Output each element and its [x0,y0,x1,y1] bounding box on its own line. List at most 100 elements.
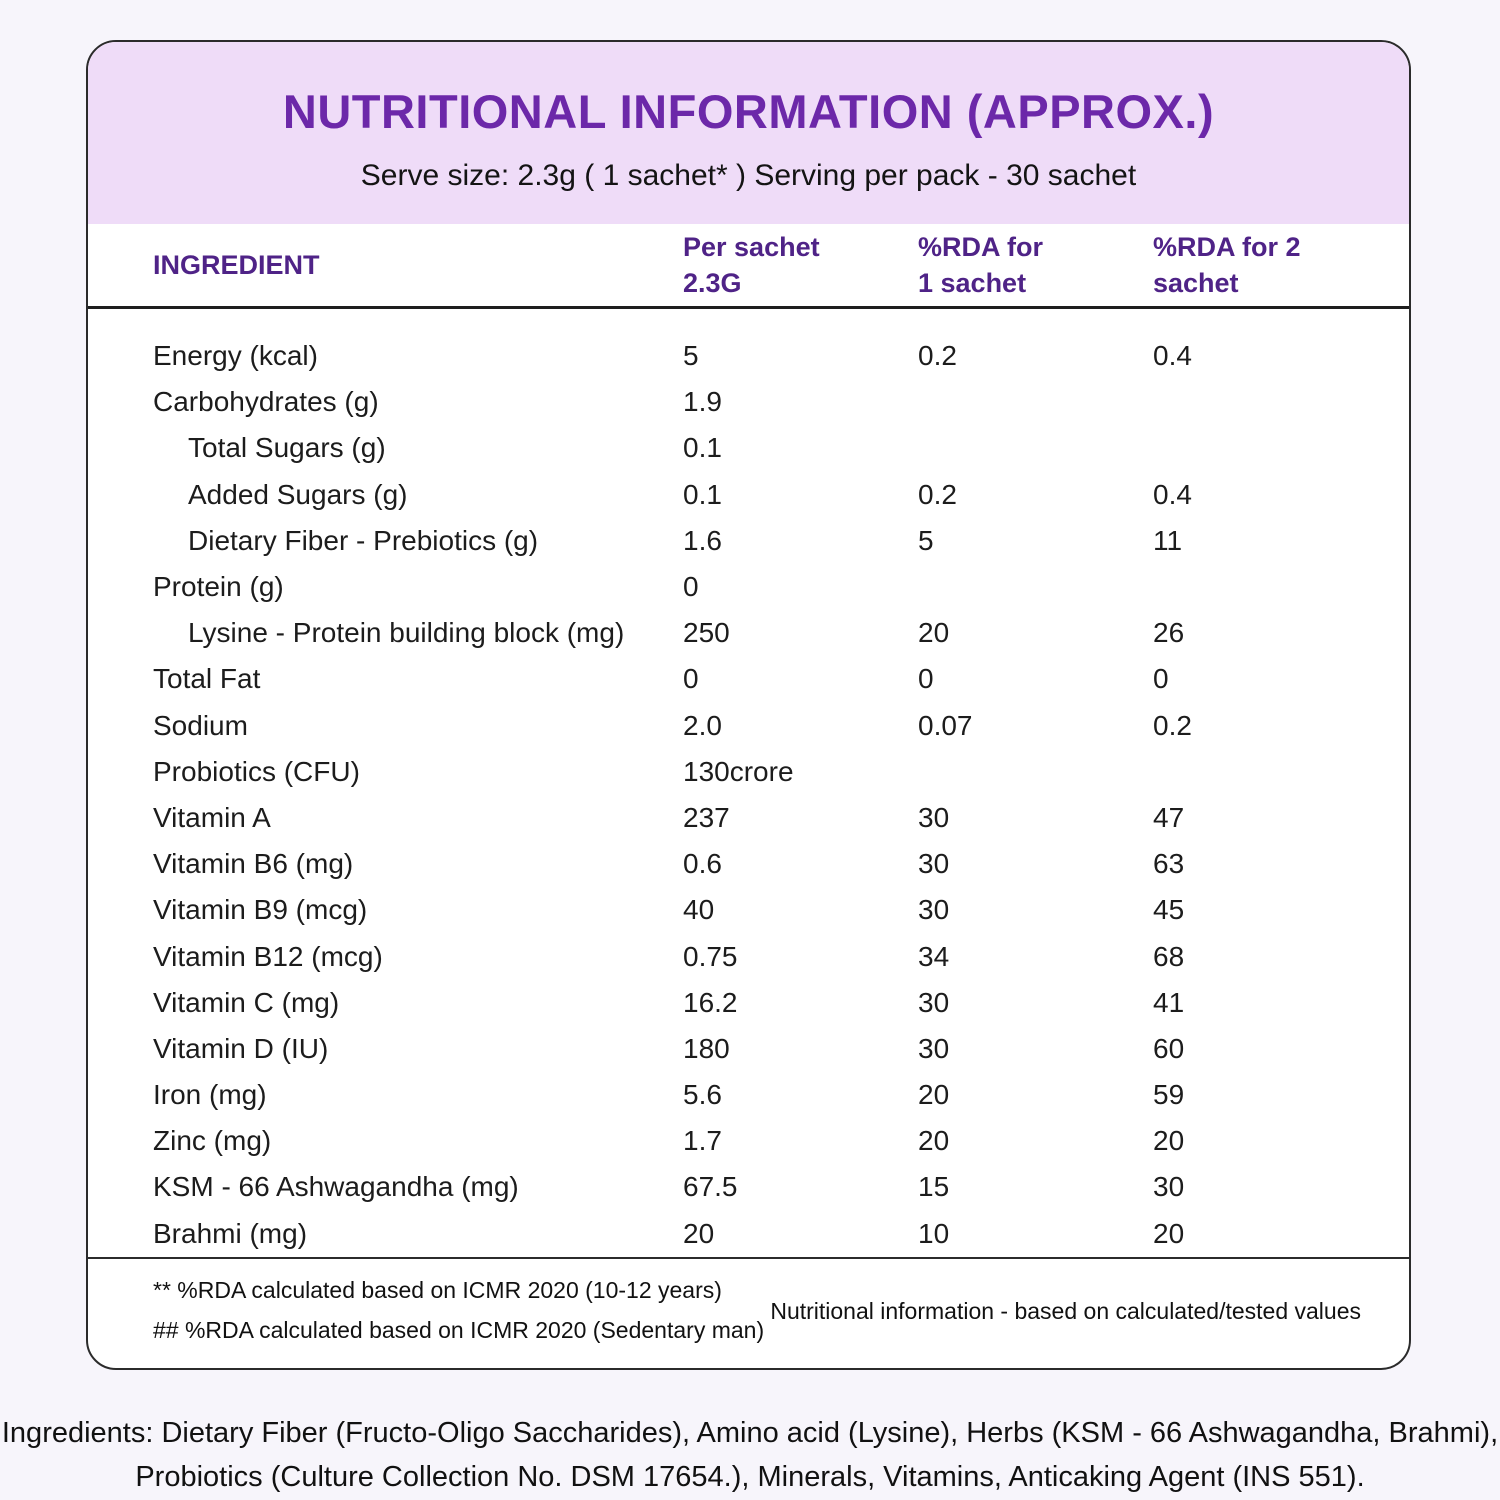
value-per-sachet: 250 [683,617,730,649]
value-rda-2-sachet: 0.2 [1153,709,1192,741]
value-rda-1-sachet: 34 [918,940,950,972]
value-per-sachet: 1.6 [683,524,722,556]
value-per-sachet: 0.6 [683,848,722,880]
serving-size-info: Serve size: 2.3g ( 1 sachet* ) Serving p… [360,158,1137,192]
value-rda-1-sachet: 10 [918,1217,950,1249]
rda-footnotes: ** %RDA calculated based on ICMR 2020 (1… [153,1270,764,1351]
table-row: Lysine - Protein building block (mg) 250 2… [88,610,1409,656]
value-per-sachet: 67.5 [683,1171,738,1203]
nutrition-facts-card: NUTRITIONAL INFORMATION (APPROX.) Serve … [86,40,1411,1370]
value-rda-2-sachet: 41 [1153,986,1185,1018]
column-header-ingredient: INGREDIENT [153,249,320,280]
value-per-sachet: 5.6 [683,1079,722,1111]
ingredient-name: Energy (kcal) [153,340,318,372]
value-rda-2-sachet: 20 [1153,1125,1185,1157]
table-row: Vitamin B9 (mcg) 40 30 45 [88,887,1409,933]
ingredient-name: Vitamin C (mg) [153,986,340,1018]
table-row: Iron (mg) 5.6 20 59 [88,1072,1409,1118]
nutrition-table-body: Energy (kcal) 5 0.2 0.4 Carbohydrates (g) 1.9… [88,309,1409,1257]
rda-footnote-1: ** %RDA calculated based on ICMR 2020 (1… [153,1276,722,1303]
ingredient-name: Brahmi (mg) [153,1217,308,1249]
value-rda-2-sachet: 30 [1153,1171,1185,1203]
table-row: Vitamin C (mg) 16.2 30 41 [88,980,1409,1026]
ingredient-name: Sodium [153,709,248,741]
value-per-sachet: 0.1 [683,432,722,464]
value-rda-2-sachet: 59 [1153,1079,1185,1111]
value-per-sachet: 5 [683,340,699,372]
value-rda-2-sachet: 0.4 [1153,478,1192,510]
value-rda-1-sachet: 30 [918,848,950,880]
value-per-sachet: 0.75 [683,940,738,972]
ingredient-name: Vitamin B9 (mcg) [153,894,368,926]
value-per-sachet: 237 [683,801,730,833]
column-header-rda-1-sachet: %RDA for 1 sachet [918,231,1043,298]
table-row: Dietary Fiber - Prebiotics (g) 1.6 5 11 [88,518,1409,564]
value-per-sachet: 130crore [683,755,794,787]
table-row: Sodium 2.0 0.07 0.2 [88,703,1409,749]
table-row: Vitamin B6 (mg) 0.6 30 63 [88,841,1409,887]
ingredient-name: Protein (g) [153,571,284,603]
value-rda-1-sachet: 0.07 [918,709,973,741]
ingredient-name: Probiotics (CFU) [153,755,360,787]
ingredient-name: Vitamin A [153,801,271,833]
table-row: Added Sugars (g) 0.1 0.2 0.4 [88,472,1409,518]
value-rda-2-sachet: 60 [1153,1032,1185,1064]
table-row: Vitamin D (IU) 180 30 60 [88,1026,1409,1072]
value-rda-1-sachet: 20 [918,1125,950,1157]
ingredients-list: Ingredients: Dietary Fiber (Fructo-Oligo… [0,1412,1500,1499]
value-per-sachet: 2.0 [683,709,722,741]
value-rda-2-sachet: 68 [1153,940,1185,972]
tested-values-note: Nutritional information - based on calcu… [770,1298,1361,1325]
value-rda-2-sachet: 63 [1153,848,1185,880]
column-header-per-sachet: Per sachet 2.3G [683,231,820,298]
value-rda-2-sachet: 0 [1153,663,1169,695]
ingredient-name: Iron (mg) [153,1079,267,1111]
value-rda-2-sachet: 45 [1153,894,1185,926]
ingredient-name: Dietary Fiber - Prebiotics (g) [188,524,539,556]
value-rda-1-sachet: 30 [918,1032,950,1064]
ingredient-name: Vitamin D (IU) [153,1032,329,1064]
value-per-sachet: 1.7 [683,1125,722,1157]
ingredient-name: Total Sugars (g) [188,432,386,464]
value-rda-2-sachet: 11 [1153,524,1183,556]
value-rda-1-sachet: 15 [918,1171,950,1203]
value-rda-1-sachet: 20 [918,617,950,649]
value-per-sachet: 180 [683,1032,730,1064]
value-per-sachet: 0 [683,663,699,695]
table-row: Vitamin A 237 30 47 [88,795,1409,841]
footnote-section: ** %RDA calculated based on ICMR 2020 (1… [88,1256,1409,1361]
table-row: Protein (g) 0 [88,564,1409,610]
table-row: KSM - 66 Ashwagandha (mg) 67.5 15 30 [88,1164,1409,1210]
page-title: NUTRITIONAL INFORMATION (APPROX.) [282,84,1215,138]
ingredient-name: Zinc (mg) [153,1125,272,1157]
table-row: Energy (kcal) 5 0.2 0.4 [88,333,1409,379]
header-band: NUTRITIONAL INFORMATION (APPROX.) Serve … [88,42,1409,224]
table-row: Vitamin B12 (mcg) 0.75 34 68 [88,933,1409,979]
value-rda-2-sachet: 47 [1153,801,1185,833]
value-rda-2-sachet: 0.4 [1153,340,1192,372]
ingredient-name: Vitamin B12 (mcg) [153,940,383,972]
value-rda-1-sachet: 0.2 [918,478,957,510]
value-per-sachet: 20 [683,1217,715,1249]
value-rda-1-sachet: 30 [918,801,950,833]
ingredient-name: Vitamin B6 (mg) [153,848,354,880]
table-header-row: INGREDIENT Per sachet 2.3G %RDA for 1 sa… [88,224,1409,309]
value-per-sachet: 16.2 [683,986,738,1018]
value-per-sachet: 0.1 [683,478,722,510]
ingredients-line-1: Ingredients: Dietary Fiber (Fructo-Oligo… [1,1417,1499,1449]
value-rda-2-sachet: 20 [1153,1217,1185,1249]
value-rda-1-sachet: 5 [918,524,934,556]
value-per-sachet: 40 [683,894,715,926]
value-rda-2-sachet: 26 [1153,617,1185,649]
ingredient-name: Total Fat [153,663,261,695]
table-row: Total Sugars (g) 0.1 [88,425,1409,471]
table-row: Total Fat 0 0 0 [88,656,1409,702]
column-header-rda-2-sachet: %RDA for 2 sachet [1153,231,1301,298]
ingredient-name: Added Sugars (g) [188,478,408,510]
value-rda-1-sachet: 0 [918,663,934,695]
table-row: Brahmi (mg) 20 10 20 [88,1211,1409,1257]
value-per-sachet: 0 [683,571,699,603]
value-rda-1-sachet: 30 [918,894,950,926]
value-rda-1-sachet: 30 [918,986,950,1018]
ingredient-name: Lysine - Protein building block (mg) [188,617,625,649]
